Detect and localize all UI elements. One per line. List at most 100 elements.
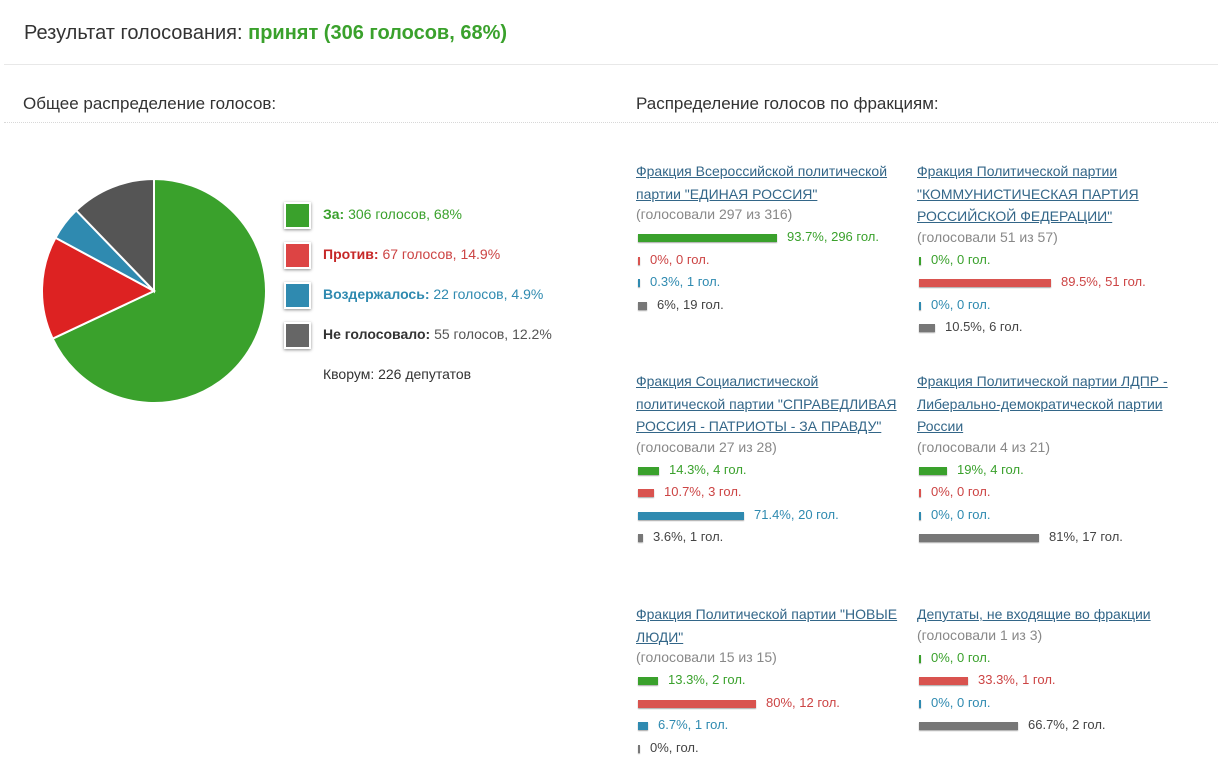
faction-bar-not-voted [919,722,1018,730]
faction-bar-not-voted [638,534,643,542]
legend-value-not-voted: 55 голосов, 12.2% [434,326,552,342]
faction-bar-label-against: 33.3%, 1 гол. [978,672,1056,687]
faction-bar-for [638,677,658,685]
faction-block: Фракция Политической партии ЛДПР - Либер… [917,370,1192,551]
faction-bar-for [919,654,921,663]
faction-bar-label-for: 14.3%, 4 гол. [669,461,747,477]
legend-value-for: 306 голосов, 68% [348,206,462,222]
faction-voted-count: (голосовали 27 из 28) [636,438,777,455]
faction-voted-count: (голосовали 4 из 21) [917,438,1050,455]
legend-name-abstained: Воздержалось: [323,286,430,302]
legend-swatch-abstained [284,282,311,309]
faction-vote-row-not-voted: 66.7%, 2 гол. [917,716,1192,739]
faction-bar-not-voted [919,534,1039,542]
faction-vote-row-against: 33.3%, 1 гол. [917,671,1192,694]
result-label: Результат голосования: [24,22,243,44]
faction-bars: 19%, 4 гол. 0%, 0 гол. 0%, 0 гол. 81%, 17 г… [917,461,1192,551]
result-header: Результат голосования: принят (306 голос… [4,0,1218,65]
faction-bar-label-for: 0%, 0 гол. [931,251,991,267]
faction-bar-abstained [638,511,744,520]
faction-vote-row-abstained: 71.4%, 20 гол. [636,506,911,529]
legend-name-for: За: [323,206,345,222]
faction-bar-against [638,699,756,708]
section-divider [4,122,1218,123]
faction-vote-row-for: 13.3%, 2 гол. [636,671,911,694]
faction-bar-label-against: 10.7%, 3 гол. [664,484,742,499]
faction-vote-row-not-voted: 3.6%, 1 гол. [636,528,911,551]
pie-slice-against [41,236,157,341]
faction-bar-abstained [638,279,640,287]
faction-bars: 13.3%, 2 гол. 80%, 12 гол. 6.7%, 1 гол. 0%,… [636,671,911,761]
faction-bar-abstained [638,722,648,730]
faction-vote-row-against: 80%, 12 гол. [636,694,911,717]
faction-link[interactable]: Фракция Всероссийской политической парти… [636,163,888,202]
faction-vote-row-abstained: 6.7%, 1 гол. [636,716,911,739]
faction-vote-row-not-voted: 6%, 19 гол. [636,296,911,319]
faction-voted-count: (голосовали 51 из 57) [917,228,1058,245]
result-title: Результат голосования: принят (306 голос… [24,22,507,45]
faction-vote-row-against: 0%, 0 гол. [636,251,911,274]
faction-block: Фракция Политической партии "КОММУНИСТИЧ… [917,160,1192,341]
faction-bar-label-abstained: 0%, 0 гол. [931,296,991,312]
legend-value-against: 67 голосов, 14.9% [382,246,501,262]
faction-bar-abstained [919,699,921,708]
faction-bar-label-against: 89.5%, 51 гол. [1061,274,1146,289]
faction-vote-row-not-voted: 81%, 17 гол. [917,528,1192,551]
faction-voted-count: (голосовали 1 из 3) [917,626,1043,643]
faction-bar-label-abstained: 6.7%, 1 гол. [658,717,729,732]
faction-bar-against [919,677,968,685]
faction-bar-label-against: 0%, 0 гол. [650,251,710,267]
faction-bar-label-not-voted: 81%, 17 гол. [1049,529,1123,544]
faction-link[interactable]: Фракция Политической партии "НОВЫЕ ЛЮДИ" [636,606,898,645]
faction-bar-label-not-voted: 0%, гол. [650,739,699,755]
faction-block: Фракция Политической партии "НОВЫЕ ЛЮДИ"… [636,603,911,761]
legend-swatch-not-voted [284,322,311,349]
faction-bar-against [919,279,1051,287]
faction-bar-label-for: 93.7%, 296 гол. [787,229,879,244]
faction-bar-label-against: 0%, 0 гол. [931,484,991,499]
faction-link[interactable]: Фракция Политической партии "КОММУНИСТИЧ… [917,163,1139,224]
result-value: принят (306 голосов, 68%) [248,22,508,44]
faction-vote-row-abstained: 0%, 0 гол. [917,296,1192,319]
faction-vote-row-for: 14.3%, 4 гол. [636,461,911,484]
overall-pie-chart [41,177,267,404]
faction-bar-label-not-voted: 66.7%, 2 гол. [1028,717,1106,732]
faction-bar-abstained [919,511,921,520]
faction-vote-row-for: 0%, 0 гол. [917,649,1192,672]
faction-vote-row-against: 89.5%, 51 гол. [917,273,1192,296]
faction-bar-against [919,489,921,497]
faction-vote-row-for: 93.7%, 296 гол. [636,228,911,251]
faction-bar-label-abstained: 0%, 0 гол. [931,506,991,522]
faction-bar-label-for: 13.3%, 2 гол. [668,672,746,687]
faction-link[interactable]: Депутаты, не входящие во фракции [917,606,1151,622]
faction-bar-for [919,256,921,265]
faction-bar-against [638,489,654,497]
pie-slice-for [51,177,267,404]
faction-bar-label-not-voted: 6%, 19 гол. [657,296,724,312]
faction-link[interactable]: Фракция Социалистической политической па… [636,373,897,434]
faction-bar-abstained [919,301,921,310]
faction-bar-for [638,466,659,475]
faction-vote-row-not-voted: 10.5%, 6 гол. [917,318,1192,341]
quorum-text: Кворум: 226 депутатов [323,366,472,382]
legend-value-abstained: 22 голосов, 4.9% [433,286,544,302]
faction-bar-not-voted [919,324,935,332]
faction-bar-label-abstained: 71.4%, 20 гол. [754,506,839,522]
legend-name-against: Против: [323,246,379,262]
faction-bars: 93.7%, 296 гол. 0%, 0 гол. 0.3%, 1 гол. 6%,… [636,228,911,318]
faction-bar-for [919,466,947,475]
faction-bars: 0%, 0 гол. 89.5%, 51 гол. 0%, 0 гол. 10.5%,… [917,251,1192,341]
faction-voted-count: (голосовали 15 из 15) [636,649,777,665]
faction-bars: 14.3%, 4 гол. 10.7%, 3 гол. 71.4%, 20 гол.… [636,461,911,551]
legend-swatch-against [284,242,311,269]
faction-bar-label-for: 0%, 0 гол. [931,649,991,665]
faction-bar-not-voted [638,744,640,753]
faction-bar-label-abstained: 0.3%, 1 гол. [650,274,721,289]
faction-bars: 0%, 0 гол. 33.3%, 1 гол. 0%, 0 гол. 66.7%, … [917,649,1192,739]
faction-bar-label-abstained: 0%, 0 гол. [931,694,991,710]
faction-bar-label-against: 80%, 12 гол. [766,694,840,710]
faction-link[interactable]: Фракция Политической партии ЛДПР - Либер… [917,373,1168,434]
faction-block: Фракция Всероссийской политической парти… [636,160,911,318]
faction-vote-row-abstained: 0.3%, 1 гол. [636,273,911,296]
faction-vote-row-against: 0%, 0 гол. [917,483,1192,506]
